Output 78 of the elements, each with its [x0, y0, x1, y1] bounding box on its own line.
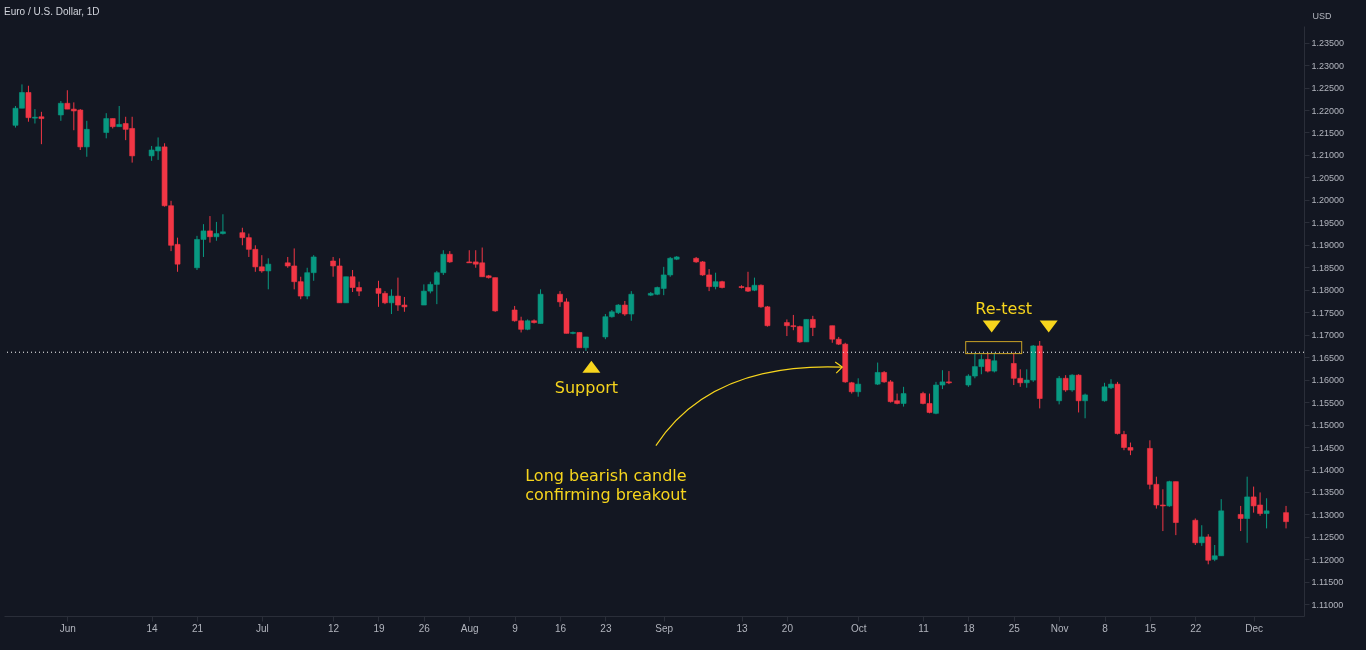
y-tick-label: 1.14000: [1311, 465, 1345, 476]
y-tick-label: 1.22000: [1311, 105, 1345, 116]
y-tick-label: 1.17500: [1311, 307, 1345, 318]
candlestick: [83, 120, 90, 158]
x-tick-label: 15: [1144, 622, 1157, 634]
y-tick-label: 1.21000: [1311, 150, 1345, 161]
candlestick: [1244, 476, 1250, 544]
y-tick-label: 1.18000: [1311, 285, 1345, 296]
candlestick: [1082, 393, 1088, 419]
x-tick-label: Oct: [850, 622, 867, 634]
candlestick: [32, 108, 38, 125]
x-tick-label: 23: [600, 622, 612, 634]
x-tick-label: Aug: [460, 622, 479, 634]
y-tick-label: 1.19500: [1311, 217, 1345, 228]
y-tick-label: 1.12000: [1311, 554, 1345, 565]
y-tick-label: 1.14500: [1311, 442, 1345, 453]
x-tick-label: Jul: [255, 622, 269, 634]
x-tick-label: 21: [191, 622, 204, 634]
y-tick-label: 1.11000: [1311, 599, 1344, 610]
y-tick-label: 1.16500: [1311, 352, 1345, 363]
candlestick: [1192, 517, 1199, 546]
y-tick-label: 1.13000: [1311, 509, 1345, 520]
annotation: Long bearish candle confirming breakout: [525, 465, 687, 504]
y-tick-label: 1.13500: [1311, 487, 1345, 498]
y-tick-label: 1.16000: [1311, 375, 1345, 386]
candlestick: [1263, 497, 1270, 529]
y-tick-label: 1.18500: [1311, 262, 1345, 273]
annotation: Re-test: [975, 298, 1033, 318]
y-tick-label: 1.23000: [1311, 60, 1345, 71]
candlestick: [810, 315, 816, 337]
y-tick-label: 1.22500: [1311, 83, 1345, 94]
x-tick-label: 16: [554, 622, 567, 634]
x-tick-label: 11: [918, 622, 930, 634]
candlestick: [58, 100, 64, 122]
x-tick-label: 26: [418, 622, 431, 634]
x-tick-label: 22: [1190, 622, 1202, 634]
x-tick-label: 9: [512, 622, 519, 634]
y-tick-label: 1.23500: [1311, 38, 1345, 49]
candlestick: [38, 111, 45, 145]
candlestick: [265, 257, 272, 290]
chart-title: Euro / U.S. Dollar, 1D: [4, 6, 100, 17]
candlestick: [855, 377, 861, 398]
candlestick: [1237, 505, 1244, 532]
x-tick-label: 20: [781, 622, 794, 634]
y-tick-label: 1.20000: [1311, 195, 1345, 206]
candlestick: [103, 112, 110, 139]
y-axis-title: USD: [1312, 10, 1332, 21]
x-tick-label: 12: [328, 622, 340, 634]
y-tick-label: 1.15500: [1311, 397, 1345, 408]
x-tick-label: 19: [373, 622, 385, 634]
x-tick-label: 18: [963, 622, 975, 634]
y-tick-label: 1.19000: [1311, 240, 1345, 251]
candlestick: [628, 290, 635, 322]
candlestick: [803, 318, 810, 343]
candlestick: [116, 105, 122, 128]
candlestick: [388, 288, 395, 315]
candlestick: [1056, 375, 1062, 405]
x-tick-label: Dec: [1245, 622, 1264, 634]
candlestick: [1283, 505, 1289, 529]
x-tick-label: 25: [1008, 622, 1021, 634]
candlestick: [1198, 524, 1205, 547]
y-tick-label: 1.17000: [1311, 330, 1345, 341]
y-tick-label: 1.11500: [1311, 577, 1344, 588]
x-tick-label: 13: [736, 622, 749, 634]
y-tick-label: 1.15000: [1311, 420, 1345, 431]
x-tick-label: Sep: [655, 622, 674, 634]
candlestick: [207, 215, 213, 244]
y-tick-label: 1.12500: [1311, 532, 1345, 543]
candlestick: [900, 386, 907, 408]
candlestick: [1205, 533, 1212, 565]
x-tick-label: 14: [146, 622, 159, 634]
x-tick-label: Nov: [1050, 622, 1069, 634]
x-tick-label: 8: [1102, 622, 1109, 634]
annotation: Support: [554, 377, 619, 397]
candlestick: [946, 370, 952, 385]
y-tick-label: 1.21500: [1311, 128, 1345, 138]
y-tick-label: 1.20500: [1311, 172, 1345, 183]
x-tick-label: Jun: [59, 622, 76, 634]
